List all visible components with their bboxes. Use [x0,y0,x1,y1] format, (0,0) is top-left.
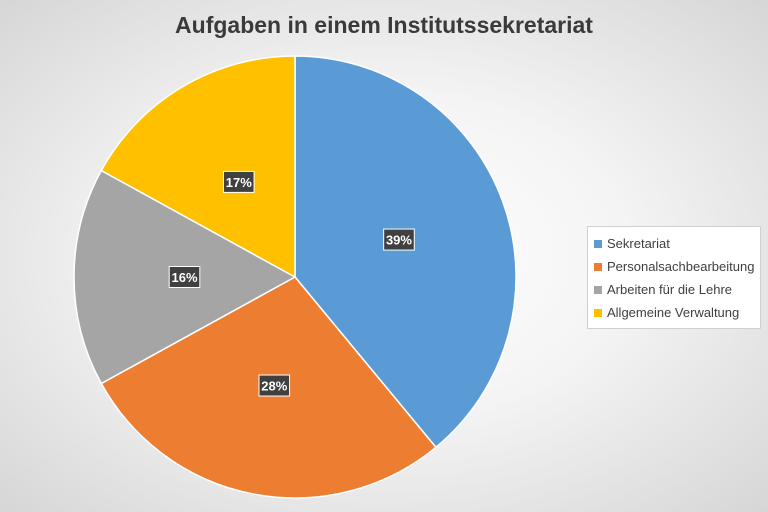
data-label-box [168,266,201,288]
data-label-text: 17% [226,175,252,190]
data-label-box [222,170,255,193]
legend-item: Sekretariat [594,232,754,255]
legend: Sekretariat Personalsachbearbeitung Arbeit… [587,226,762,329]
data-label-text: 39% [386,233,412,248]
legend-item: Personalsachbearbeitung [594,255,754,278]
data-label-1: 39% [383,228,415,251]
legend-swatch [594,262,602,271]
legend-item: Arbeiten für die Lehre [594,278,754,301]
data-label-box [383,228,415,251]
legend-swatch [594,308,602,317]
data-label-4: 17% [222,170,255,193]
data-label-text: 28% [261,379,287,394]
data-label-box [258,374,291,397]
pie-slice-1 [294,55,517,449]
data-label-text: 16% [171,270,197,285]
legend-label: Arbeiten für die Lehre [607,282,733,297]
chart-title: Aufgaben in einem Institutssekretariat [175,12,593,38]
legend-swatch [594,239,602,248]
legend-swatch [594,285,602,294]
legend-label: Allgemeine Verwaltung [607,305,740,320]
legend-label: Sekretariat [607,236,670,251]
legend-label: Personalsachbearbeitung [607,259,755,274]
data-label-3: 16% [168,266,201,288]
data-label-2: 28% [258,374,291,397]
legend-item: Allgemeine Verwaltung [594,301,754,324]
pie-slice-4 [100,55,296,279]
